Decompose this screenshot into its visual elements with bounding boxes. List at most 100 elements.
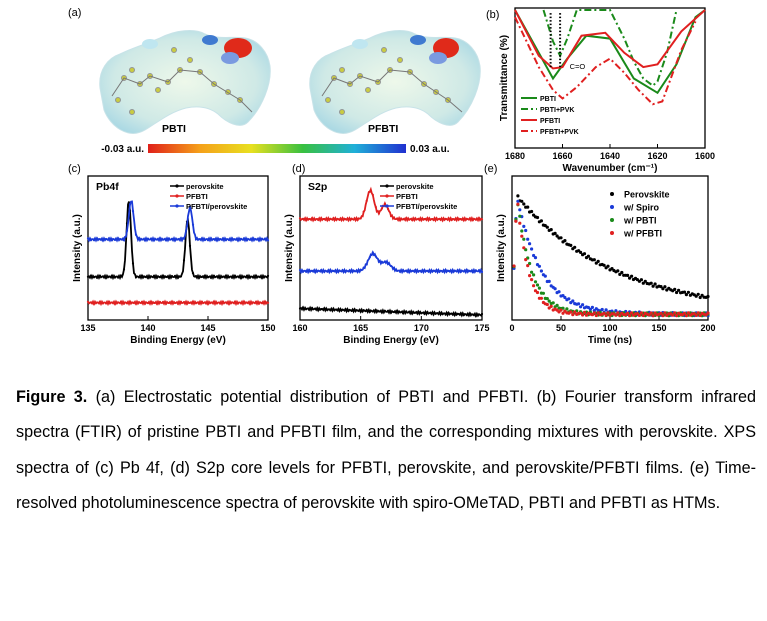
series-point-1 bbox=[524, 228, 528, 233]
series-point-0 bbox=[338, 309, 341, 313]
series-point-0 bbox=[263, 275, 267, 278]
series-point-0 bbox=[206, 276, 210, 279]
series-point-0 bbox=[673, 287, 677, 291]
series-point-1 bbox=[374, 205, 377, 209]
legend-label: perovskite bbox=[186, 182, 224, 191]
series-point-0 bbox=[444, 313, 447, 316]
series-point-2 bbox=[224, 239, 228, 242]
series-point-2 bbox=[547, 299, 551, 303]
series-point-2 bbox=[411, 269, 414, 272]
series-point-2 bbox=[185, 224, 189, 228]
panel-label: (c) bbox=[68, 163, 81, 175]
series-point-2 bbox=[555, 303, 559, 307]
legend-marker bbox=[175, 184, 179, 188]
series-point-3 bbox=[571, 313, 575, 317]
series-point-2 bbox=[143, 239, 147, 242]
series-point-1 bbox=[317, 218, 320, 221]
series-point-1 bbox=[221, 300, 225, 303]
series-point-0 bbox=[628, 276, 632, 280]
series-point-0 bbox=[651, 284, 655, 288]
series-point-1 bbox=[459, 218, 462, 221]
series-point-1 bbox=[89, 301, 93, 304]
series-point-0 bbox=[686, 290, 691, 294]
series-point-1 bbox=[110, 301, 114, 304]
series-point-0 bbox=[344, 308, 347, 311]
series-point-2 bbox=[104, 237, 108, 241]
series-point-2 bbox=[239, 237, 243, 240]
legend-label: PFBTI/perovskite bbox=[186, 202, 247, 211]
series-point-0 bbox=[242, 275, 246, 278]
series-point-2 bbox=[158, 237, 162, 240]
series-line-0 bbox=[514, 9, 706, 95]
panel-a-label: (a) bbox=[68, 7, 81, 19]
series-point-3 bbox=[694, 313, 698, 317]
series-point-1 bbox=[344, 218, 347, 221]
series-point-1 bbox=[338, 218, 341, 221]
series-point-1 bbox=[447, 217, 450, 220]
series-point-2 bbox=[236, 239, 240, 242]
series-point-0 bbox=[254, 274, 258, 277]
series-point-2 bbox=[134, 233, 138, 236]
series-point-1 bbox=[359, 217, 362, 220]
series-point-1 bbox=[543, 274, 547, 278]
x-axis-title: Binding Energy (eV) bbox=[130, 335, 226, 346]
series-point-1 bbox=[557, 290, 561, 294]
plot-frame bbox=[87, 175, 269, 321]
series-point-1 bbox=[586, 305, 591, 310]
series-point-0 bbox=[341, 308, 344, 311]
series-point-3 bbox=[698, 313, 702, 318]
series-point-0 bbox=[257, 275, 261, 278]
series-point-0 bbox=[119, 274, 123, 277]
x-tick-label: 200 bbox=[700, 323, 715, 333]
series-point-2 bbox=[140, 238, 144, 241]
series-point-1 bbox=[104, 302, 108, 305]
series-point-1 bbox=[209, 301, 213, 304]
series-point-0 bbox=[549, 228, 553, 232]
series-point-0 bbox=[164, 275, 168, 278]
series-point-1 bbox=[432, 218, 435, 222]
series-point-3 bbox=[581, 313, 585, 317]
series-point-0 bbox=[368, 310, 371, 313]
series-point-0 bbox=[86, 275, 90, 278]
series-point-1 bbox=[402, 218, 405, 221]
series-point-1 bbox=[236, 302, 240, 305]
series-point-2 bbox=[374, 255, 377, 258]
x-tick-label: 1620 bbox=[647, 151, 667, 161]
series-point-0 bbox=[227, 276, 231, 279]
series-point-2 bbox=[116, 237, 120, 240]
series-point-1 bbox=[224, 301, 228, 304]
series-point-1 bbox=[530, 247, 534, 251]
series-point-1 bbox=[197, 302, 201, 305]
series-point-2 bbox=[200, 237, 204, 240]
series-point-0 bbox=[212, 274, 216, 277]
series-point-0 bbox=[465, 314, 468, 317]
series-point-1 bbox=[179, 300, 183, 303]
series-point-2 bbox=[110, 239, 114, 242]
series-line-2 bbox=[299, 250, 483, 275]
series-point-2 bbox=[347, 270, 350, 273]
series-point-2 bbox=[227, 238, 231, 242]
series-point-2 bbox=[537, 286, 542, 290]
series-point-0 bbox=[260, 276, 264, 279]
panel-label: (b) bbox=[486, 9, 499, 21]
series-point-0 bbox=[176, 276, 180, 279]
series-point-2 bbox=[218, 238, 222, 241]
series-point-0 bbox=[399, 311, 402, 314]
series-point-1 bbox=[380, 207, 383, 210]
legend-label: w/ PBTI bbox=[623, 216, 657, 226]
series-point-0 bbox=[526, 205, 530, 209]
x-axis-title: Wavenumber (cm⁻¹) bbox=[563, 163, 658, 174]
series-point-2 bbox=[119, 238, 123, 241]
series-point-1 bbox=[516, 199, 520, 203]
series-point-0 bbox=[188, 244, 192, 247]
series-point-2 bbox=[209, 237, 213, 240]
series-point-1 bbox=[588, 307, 593, 311]
series-point-1 bbox=[158, 300, 162, 304]
series-point-1 bbox=[604, 308, 608, 312]
series-point-1 bbox=[332, 217, 335, 220]
pfbti-molecule-surface bbox=[309, 30, 481, 134]
series-point-2 bbox=[396, 269, 399, 272]
series-point-0 bbox=[522, 202, 526, 206]
series-point-0 bbox=[596, 259, 600, 263]
series-point-0 bbox=[389, 311, 393, 314]
